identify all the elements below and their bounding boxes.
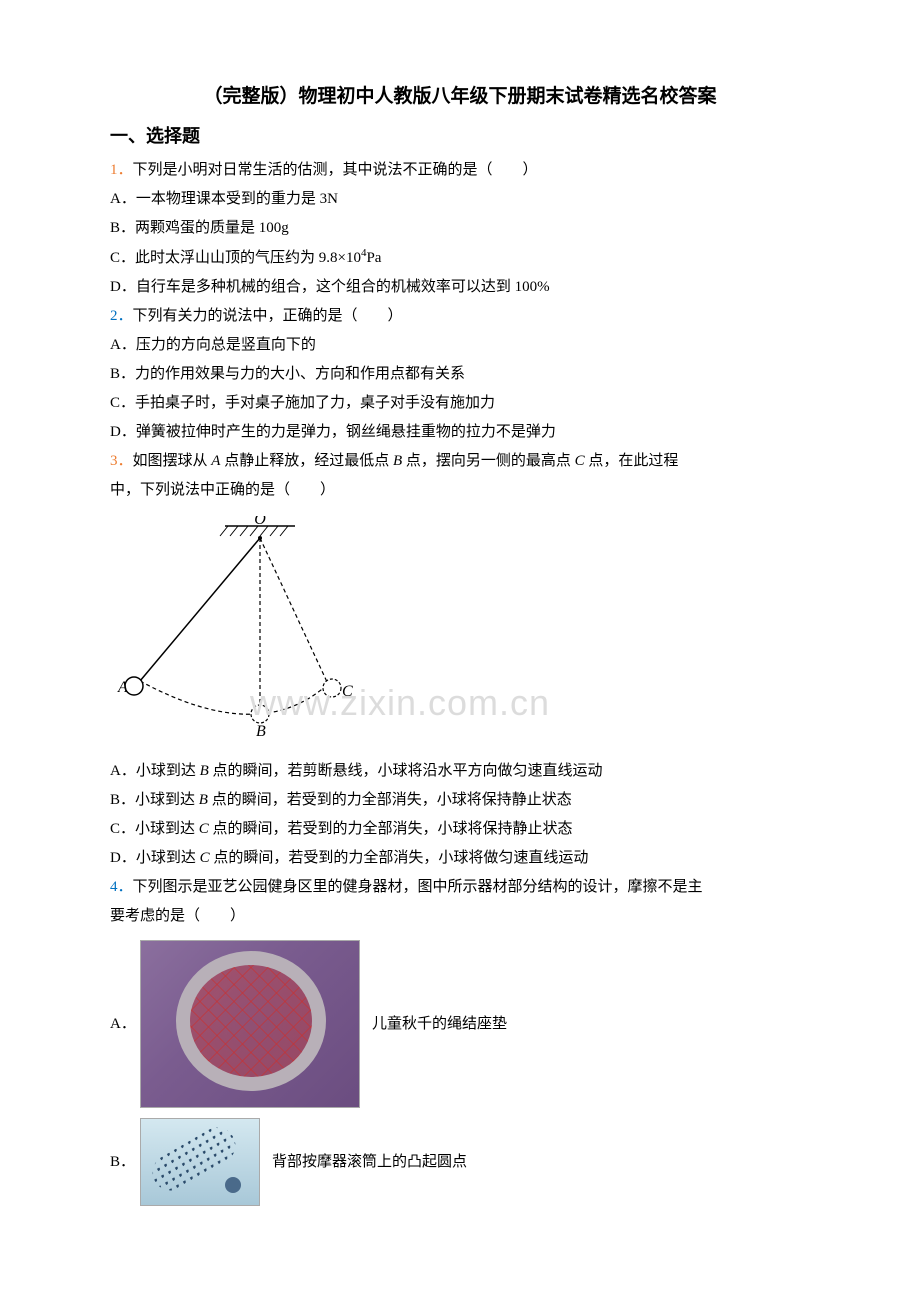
question-4-line1: 4．下列图示是亚艺公园健身区里的健身器材，图中所示器材部分结构的设计，摩擦不是主 [110, 874, 810, 901]
q1-choice-c: C．此时太浮山山顶的气压约为 9.8×104Pa [110, 244, 810, 272]
q3-choice-c: C．小球到达 C 点的瞬间，若受到的力全部消失，小球将保持静止状态 [110, 816, 810, 843]
q4-a-label: A． [110, 1011, 140, 1038]
q4-b-desc: 背部按摩器滚筒上的凸起圆点 [272, 1149, 810, 1176]
pendulum-diagram: O A B C www.zixin.com.cn [110, 516, 810, 747]
question-1: 1．下列是小明对日常生活的估测，其中说法不正确的是（ ） [110, 157, 810, 184]
section-header-choice: 一、选择题 [110, 120, 810, 152]
diagram-label-a: A [117, 679, 128, 696]
q3-choice-b: B．小球到达 B 点的瞬间，若受到的力全部消失，小球将保持静止状态 [110, 787, 810, 814]
q1-choice-a: A．一本物理课本受到的重力是 3N [110, 186, 810, 213]
question-3-line2: 中，下列说法中正确的是（ ） [110, 477, 810, 504]
q2-choice-a: A．压力的方向总是竖直向下的 [110, 332, 810, 359]
q1-choice-d: D．自行车是多种机械的组合，这个组合的机械效率可以达到 100% [110, 274, 810, 301]
q4-b-label: B． [110, 1149, 140, 1176]
q3-number: 3． [110, 453, 133, 469]
diagram-label-o: O [254, 516, 266, 528]
q2-choice-d: D．弹簧被拉伸时产生的力是弹力，钢丝绳悬挂重物的拉力不是弹力 [110, 419, 810, 446]
page-title: （完整版）物理初中人教版八年级下册期末试卷精选名校答案 [110, 80, 810, 114]
q3-choice-a: A．小球到达 B 点的瞬间，若剪断悬线，小球将沿水平方向做匀速直线运动 [110, 758, 810, 785]
q3-choice-d: D．小球到达 C 点的瞬间，若受到的力全部消失，小球将做匀速直线运动 [110, 845, 810, 872]
q1-choice-b: B．两颗鸡蛋的质量是 100g [110, 215, 810, 242]
question-3-line1: 3．如图摆球从 A 点静止释放，经过最低点 B 点，摆向另一侧的最高点 C 点，… [110, 448, 810, 475]
q1-text: 下列是小明对日常生活的估测，其中说法不正确的是（ ） [133, 162, 538, 178]
q4-a-desc: 儿童秋千的绳结座垫 [372, 1011, 810, 1038]
q4-number: 4． [110, 879, 133, 895]
roller-image [140, 1118, 260, 1206]
q4-choice-b: B． 背部按摩器滚筒上的凸起圆点 [110, 1118, 810, 1206]
q2-choice-b: B．力的作用效果与力的大小、方向和作用点都有关系 [110, 361, 810, 388]
q1-number: 1． [110, 162, 133, 178]
q4-choice-a: A． 儿童秋千的绳结座垫 [110, 940, 810, 1108]
q2-text: 下列有关力的说法中，正确的是（ ） [133, 308, 403, 324]
question-2: 2．下列有关力的说法中，正确的是（ ） [110, 303, 810, 330]
q2-choice-c: C．手拍桌子时，手对桌子施加了力，桌子对手没有施加力 [110, 390, 810, 417]
q2-number: 2． [110, 308, 133, 324]
diagram-label-c: C [342, 683, 353, 700]
question-4-line2: 要考虑的是（ ） [110, 903, 810, 930]
diagram-label-b: B [256, 723, 266, 736]
swing-seat-image [140, 940, 360, 1108]
